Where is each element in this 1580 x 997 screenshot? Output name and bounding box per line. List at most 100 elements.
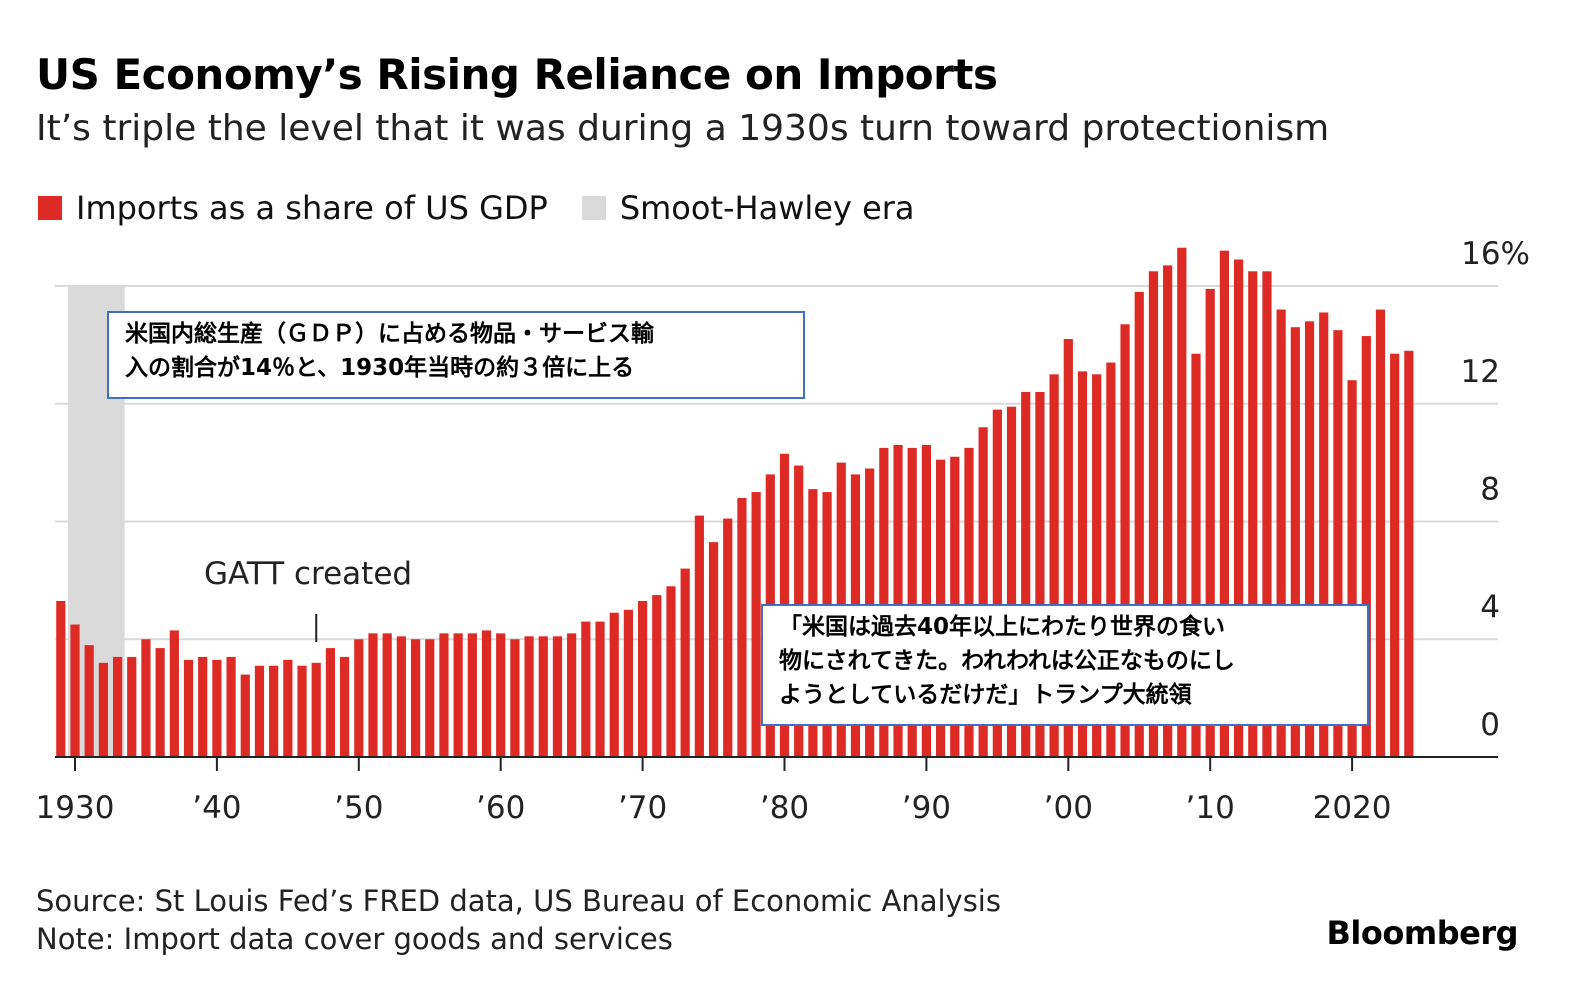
x-tick-label: ’80	[760, 790, 809, 826]
bar	[1319, 312, 1329, 757]
bar	[84, 645, 94, 757]
bar	[595, 621, 605, 757]
y-tick-label: 16%	[1461, 236, 1530, 272]
legend-item-imports: Imports as a share of US GDP	[38, 189, 548, 227]
bar	[1134, 291, 1144, 757]
y-tick-label: 4	[1480, 589, 1500, 625]
data-note: Note: Import data cover goods and servic…	[36, 922, 673, 956]
bar	[212, 659, 222, 757]
bar	[1191, 353, 1201, 757]
bar	[70, 624, 80, 757]
bar-series	[56, 247, 1414, 758]
x-tick-label: ’60	[476, 790, 525, 826]
bar	[368, 633, 378, 757]
bar	[169, 630, 179, 757]
bar	[112, 656, 123, 757]
x-tick-label: ’50	[334, 790, 383, 826]
bar	[1276, 309, 1286, 757]
bar	[127, 656, 137, 757]
bar	[567, 633, 577, 757]
callout-import-share: 米国内総生産（ＧＤＰ）に占める物品・サービス輸 入の割合が14％と、1930年当…	[107, 311, 805, 399]
bar	[1290, 327, 1300, 757]
y-tick-label: 8	[1480, 472, 1500, 508]
bar	[98, 662, 108, 757]
chart-title: US Economy’s Rising Reliance on Imports	[36, 50, 998, 99]
x-tick-label: 2020	[1313, 790, 1392, 826]
bar	[609, 612, 619, 757]
bar	[964, 447, 974, 757]
bar	[1106, 362, 1116, 757]
bar	[992, 409, 1002, 757]
bar	[269, 665, 279, 757]
chart-legend: Imports as a share of US GDP Smoot-Hawle…	[38, 186, 949, 230]
bar	[921, 444, 931, 757]
bar	[680, 568, 690, 757]
bar	[340, 656, 350, 757]
bar	[510, 639, 520, 757]
bar	[1092, 374, 1102, 757]
x-tick-label: ’10	[1186, 790, 1235, 826]
bar	[893, 444, 903, 757]
bar	[1120, 324, 1130, 757]
bar	[1375, 309, 1386, 757]
x-axis	[55, 756, 1498, 771]
legend-item-smoot-hawley: Smoot-Hawley era	[581, 189, 915, 227]
bar	[907, 447, 917, 757]
gatt-label: GATT created	[204, 556, 412, 592]
bar	[1021, 391, 1031, 757]
bar	[226, 656, 236, 757]
bar	[638, 600, 648, 757]
bar	[1063, 338, 1073, 757]
bar	[1262, 271, 1272, 757]
bar	[1233, 259, 1244, 757]
x-tick-label: ’40	[192, 790, 241, 826]
bar	[198, 656, 208, 757]
bar	[1333, 330, 1343, 757]
bar	[297, 665, 307, 757]
x-tick-label: 1930	[36, 790, 115, 826]
bar	[524, 636, 534, 757]
legend-label-smoot-hawley: Smoot-Hawley era	[619, 189, 915, 227]
bar	[56, 600, 66, 757]
bar	[1390, 353, 1400, 757]
bar	[254, 665, 265, 757]
bar	[1006, 406, 1017, 757]
bar	[723, 518, 733, 757]
x-tick-label: ’00	[1044, 790, 1093, 826]
bar	[496, 633, 506, 757]
bar	[978, 427, 988, 757]
bar	[183, 659, 194, 757]
bar	[382, 633, 392, 757]
bar	[410, 639, 421, 757]
bar	[467, 633, 477, 757]
bar	[1035, 391, 1045, 757]
bar	[453, 633, 463, 757]
bar	[1361, 336, 1371, 757]
source-note: Source: St Louis Fed’s FRED data, US Bur…	[36, 884, 1001, 918]
bar	[581, 621, 591, 757]
bar	[1049, 374, 1059, 757]
bar	[1163, 265, 1173, 757]
bar	[1248, 271, 1258, 757]
bar	[155, 648, 165, 757]
bar	[1077, 371, 1088, 757]
bar	[751, 492, 761, 757]
x-tick-label: ’70	[618, 790, 667, 826]
bar	[1219, 250, 1229, 758]
y-tick-label: 0	[1480, 707, 1500, 743]
bar	[481, 630, 492, 757]
legend-swatch-imports	[38, 196, 62, 220]
bloomberg-logo: Bloomberg	[1326, 914, 1519, 952]
chart-subtitle: It’s triple the level that it was during…	[36, 108, 1330, 149]
bar	[1148, 271, 1159, 757]
y-axis-labels: 0 4 8 12 16%	[1461, 236, 1530, 743]
y-tick-label: 12	[1461, 354, 1500, 390]
bar	[354, 639, 364, 757]
bar	[325, 648, 336, 757]
callout-trump-quote: 「米国は過去40年以上にわたり世界の食い 物にされてきた。われわれは公正なものに…	[761, 604, 1369, 726]
bar	[240, 674, 250, 757]
bar	[708, 542, 719, 757]
annotations: GATT created	[204, 556, 412, 642]
bar	[666, 586, 676, 757]
